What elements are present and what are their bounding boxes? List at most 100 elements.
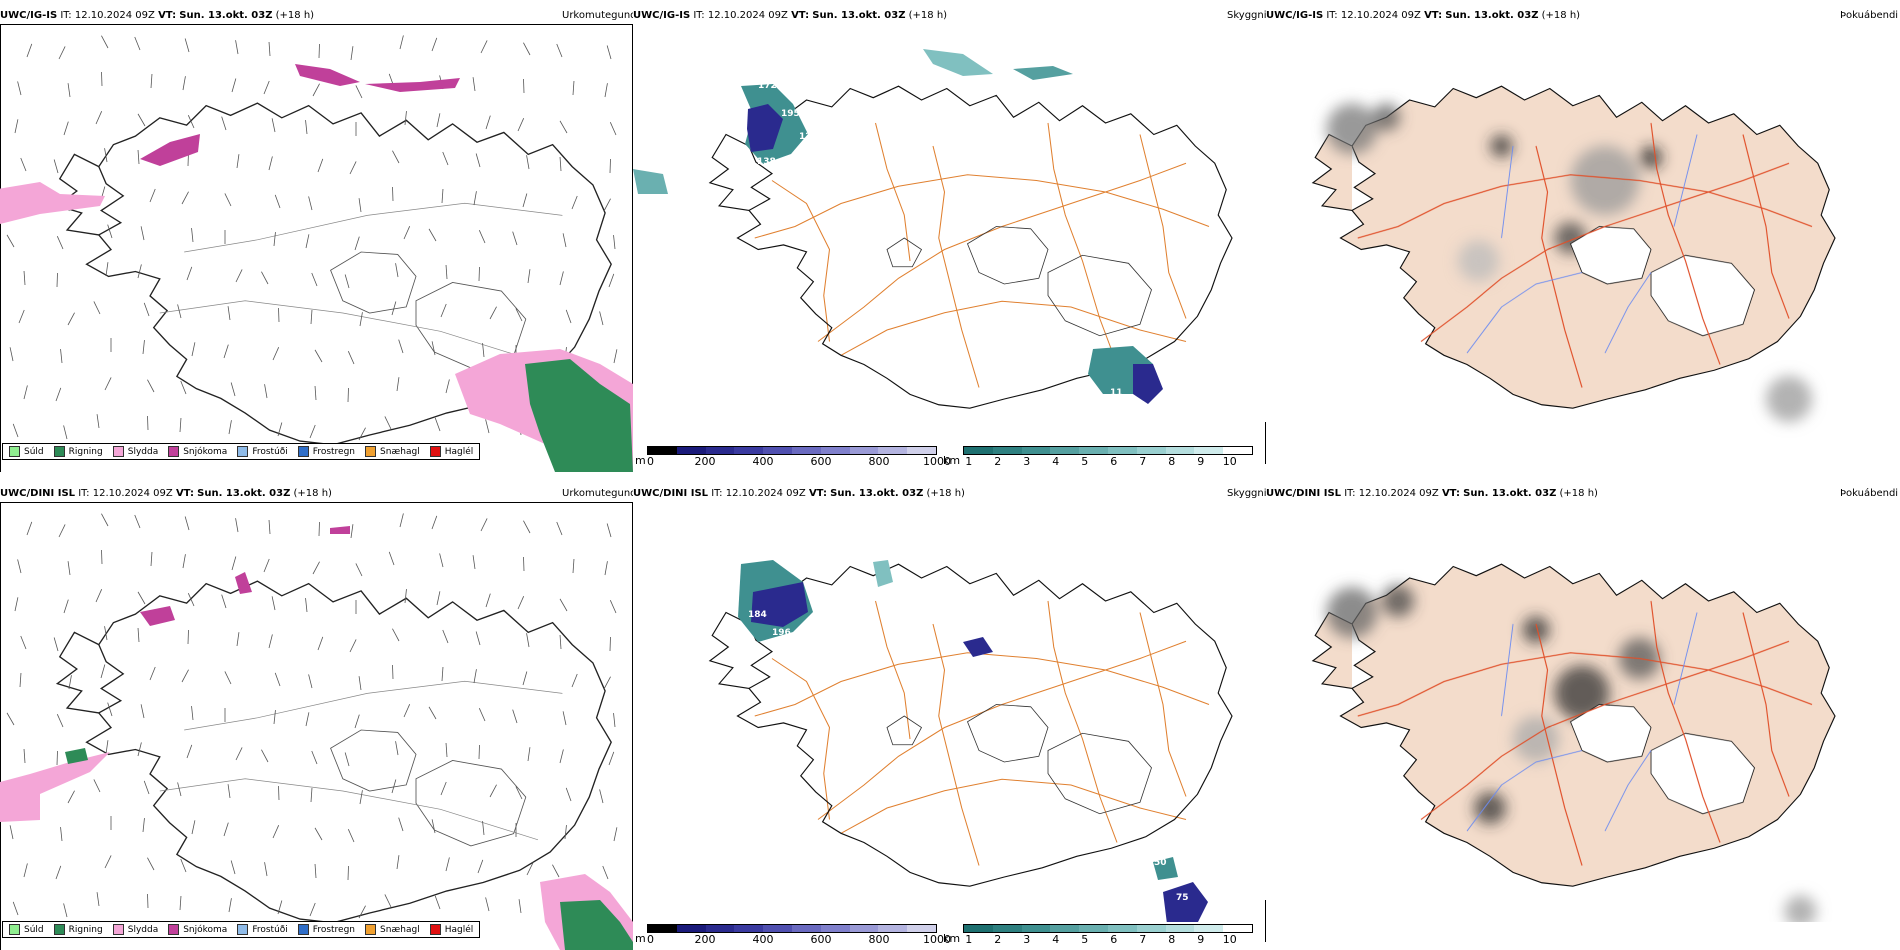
colorbar-swatch — [763, 447, 792, 454]
init-time: 12.10.2024 09Z — [74, 10, 155, 21]
colorbar-swatch — [849, 447, 879, 454]
colorbar-swatch — [791, 447, 821, 454]
visibility-tick-label: 2 — [994, 455, 1002, 468]
map-canvas: 172 195 124 138 11 82 — [633, 49, 1233, 409]
model-name: UWC/DINI ISL — [1266, 488, 1342, 499]
visibility-colorbar-ticks: 1 2 3 4 5 6 7 8 9 10 — [963, 455, 1253, 469]
colorbar-swatch — [1136, 447, 1166, 454]
visibility-colorbar: km 1 2 3 4 5 6 7 8 9 10 — [943, 924, 1253, 947]
visibility-colorbar: km 1 2 3 4 5 6 7 8 9 10 — [943, 446, 1253, 469]
map-canvas: 184196186507590 — [708, 560, 1233, 922]
colorbar-swatch — [1165, 447, 1195, 454]
legend-item: Snjókoma — [168, 924, 227, 935]
legend-swatch — [237, 924, 249, 935]
valid-time: Sun. 13.okt. 03Z — [1445, 10, 1539, 21]
colorbar-swatch — [1194, 447, 1224, 454]
valid-time: Sun. 13.okt. 03Z — [197, 488, 291, 499]
height-tick-label: 0 — [647, 933, 654, 946]
colorbar-swatch — [1021, 447, 1051, 454]
visibility-value-label: 195 — [781, 109, 800, 119]
colorbar-swatch — [964, 925, 993, 932]
height-unit: m — [635, 454, 646, 467]
height-colorbar-ticks: 0 200 400 600 800 1000 — [647, 933, 951, 947]
panel-title: Þokuábendi — [1840, 10, 1899, 21]
precip-legend: Súld Rigning Slydda Snjókoma Frostúði Frostre… — [2, 921, 481, 938]
colorbar-swatch — [820, 925, 850, 932]
precip-legend: Súld Rigning Slydda Snjókoma Frostúði Frostre… — [2, 443, 481, 460]
init-time: 12.10.2024 09Z — [725, 488, 806, 499]
model-name: UWC/IG-IS — [633, 10, 691, 21]
init-time: 12.10.2024 09Z — [1358, 488, 1439, 499]
visibility-value-label: 138 — [757, 157, 776, 167]
init-time: 12.10.2024 09Z — [92, 488, 173, 499]
it-label: IT: — [693, 10, 705, 21]
legend-item: Frostregn — [297, 924, 355, 935]
visibility-tick-label: 5 — [1081, 933, 1089, 946]
precip-type-panel: UWC/IG-IS IT: 12.10.2024 09Z VT: Sun. 13… — [0, 10, 633, 472]
visibility-value-label: 75 — [1176, 893, 1189, 903]
height-tick-label: 600 — [810, 455, 832, 468]
height-colorbar: m 0 200 400 600 800 1000 — [635, 924, 951, 947]
panel-header: UWC/IG-IS IT: 12.10.2024 09Z VT: Sun. 13… — [1266, 10, 1580, 21]
panel-header: UWC/IG-IS IT: 12.10.2024 09Z VT: Sun. 13… — [0, 10, 314, 21]
it-label: IT: — [60, 10, 72, 21]
legend-item: Slydda — [112, 924, 159, 935]
legend-label: Haglél — [444, 924, 474, 935]
colorbar-swatch — [907, 447, 936, 454]
visibility-value-label: 172 — [758, 81, 777, 91]
model-name: UWC/IG-IS — [0, 10, 58, 21]
visibility-unit: km — [943, 932, 961, 945]
colorbar-swatch — [648, 447, 677, 454]
visibility-tick-label: 6 — [1110, 933, 1118, 946]
colorbar-swatch — [1223, 447, 1252, 454]
colorbar-swatch — [1050, 925, 1080, 932]
height-tick-label: 1000 — [923, 933, 951, 946]
colorbar-swatch — [1194, 925, 1224, 932]
colorbar-swatch — [849, 925, 879, 932]
valid-time: Sun. 13.okt. 03Z — [179, 10, 273, 21]
colorbar-swatch — [648, 925, 677, 932]
panel-title: Úrkomutegund — [562, 10, 633, 21]
colorbar-swatch — [964, 447, 993, 454]
colorbar-swatch — [1079, 447, 1108, 454]
legend-item: Frostúði — [237, 446, 288, 457]
model-name: UWC/IG-IS — [1266, 10, 1324, 21]
legend-item: Frostúði — [237, 924, 288, 935]
legend-label: Rigning — [68, 924, 103, 935]
vt-label: VT: — [791, 10, 810, 21]
valid-time: Sun. 13.okt. 03Z — [830, 488, 924, 499]
visibility-tick-label: 3 — [1023, 455, 1031, 468]
legend-swatch — [429, 446, 441, 457]
legend-swatch — [297, 924, 309, 935]
colorbar-swatch — [1050, 447, 1080, 454]
legend-swatch — [237, 446, 249, 457]
vt-label: VT: — [808, 488, 827, 499]
precip-type-panel: UWC/DINI ISL IT: 12.10.2024 09Z VT: Sun.… — [0, 488, 633, 950]
legend-label: Haglél — [444, 446, 474, 457]
visibility-tick-label: 4 — [1052, 455, 1060, 468]
visibility-tick-label: 8 — [1168, 455, 1176, 468]
colorbar-swatch — [992, 925, 1022, 932]
legend-item: Haglél — [429, 446, 474, 457]
colorbar-swatch — [676, 447, 706, 454]
colorbar-swatch — [878, 447, 908, 454]
legend-swatch — [9, 446, 20, 457]
panel-title: Skyggni — [1227, 10, 1266, 21]
visibility-value-label: 11 — [1110, 388, 1123, 398]
colorbar-swatch — [878, 925, 908, 932]
legend-label: Rigning — [68, 446, 103, 457]
height-unit: m — [635, 932, 646, 945]
height-colorbar-ticks: 0 200 400 600 800 1000 — [647, 455, 951, 469]
legend-label: Slydda — [127, 924, 159, 935]
visibility-value-label: 124 — [799, 132, 818, 142]
legend-item: Rigning — [53, 446, 103, 457]
legend-item: Súld — [9, 446, 44, 457]
legend-label: Snæhagl — [380, 446, 420, 457]
legend-swatch — [297, 446, 309, 457]
fog-scale-box: 060 — [1265, 422, 1266, 464]
panel-title: Þokuábendi — [1840, 488, 1899, 499]
visibility-tick-label: 4 — [1052, 933, 1060, 946]
init-time: 12.10.2024 09Z — [1340, 10, 1421, 21]
legend-swatch — [168, 446, 180, 457]
legend-label: Súld — [24, 446, 44, 457]
